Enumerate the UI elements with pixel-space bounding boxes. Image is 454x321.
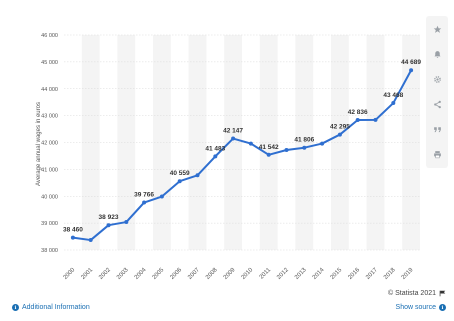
x-tick-label: 2011 [259,267,273,281]
quote-icon [433,126,441,132]
y-tick-label: 41 000 [41,167,58,173]
cite-button[interactable] [426,118,448,140]
data-point[interactable] [373,117,378,122]
data-point[interactable] [337,132,342,137]
x-tick-label: 2000 [63,267,77,281]
x-tick-label: 2018 [383,267,397,281]
data-point[interactable] [266,152,271,157]
copyright-text: © Statista 2021 [388,290,436,297]
data-label: 42 295 [330,124,350,131]
info-icon: i [439,304,446,311]
x-tick-label: 2005 [152,267,166,281]
info-icon: i [12,304,19,311]
data-point[interactable] [159,194,164,199]
x-tick-label: 2008 [205,267,219,281]
bell-icon [434,50,440,58]
data-point[interactable] [391,101,396,106]
data-label: 41 542 [259,144,279,151]
data-point[interactable] [248,141,253,146]
print-button[interactable] [426,143,448,165]
y-tick-label: 38 000 [41,248,58,254]
data-point[interactable] [320,141,325,146]
column-band [117,35,136,250]
series-line [72,69,412,242]
x-tick-label: 2015 [330,267,344,281]
y-tick-label: 39 000 [41,221,58,227]
x-tick-label: 2006 [169,267,183,281]
y-tick-label: 44 000 [41,87,58,93]
data-label: 42 147 [223,128,243,135]
y-tick-label: 43 000 [41,114,58,120]
x-tick-label: 2014 [312,267,326,281]
data-point[interactable] [302,145,307,150]
x-tick-label: 2002 [98,267,112,281]
column-band [81,35,100,250]
data-point[interactable] [213,154,218,159]
data-label: 38 460 [63,227,83,234]
x-tick-label: 2003 [116,267,130,281]
additional-information-link[interactable]: i Additional Information [12,304,90,311]
data-label: 38 923 [99,214,119,221]
x-tick-label: 2004 [134,267,148,281]
data-label: 43 468 [383,92,403,99]
data-point[interactable] [409,68,414,73]
y-axis-label: Average annual wages in euros [36,102,42,186]
x-tick-label: 2019 [401,267,415,281]
data-point[interactable] [88,238,93,243]
column-band [366,35,385,250]
data-label: 39 766 [134,192,154,199]
data-point[interactable] [355,118,360,123]
favorite-button[interactable] [426,18,448,40]
additional-information-label: Additional Information [22,304,90,311]
y-tick-label: 40 000 [41,194,58,200]
x-tick-label: 2007 [187,267,201,281]
x-tick-label: 2009 [223,267,237,281]
x-tick-label: 2001 [80,267,94,281]
chart-toolbar [426,16,448,168]
data-point[interactable] [142,200,147,205]
copyright: © Statista 2021 [388,290,446,297]
data-label: 44 689 [401,59,421,66]
flag-icon [439,290,446,297]
column-band [402,35,420,250]
data-point[interactable] [70,235,75,240]
x-tick-label: 2013 [294,267,308,281]
data-point[interactable] [284,148,289,153]
settings-button[interactable] [426,68,448,90]
data-label: 40 559 [170,170,190,177]
show-source-label: Show source [395,304,436,311]
x-tick-label: 2017 [365,267,379,281]
star-icon [433,25,441,33]
data-label: 42 836 [348,109,368,116]
data-point[interactable] [106,223,111,228]
x-tick-label: 2012 [276,267,290,281]
data-label: 41 483 [205,145,225,152]
x-tick-label: 2016 [347,267,361,281]
data-label: 41 806 [294,137,314,144]
y-tick-label: 46 000 [41,33,58,39]
x-tick-label: 2010 [241,267,255,281]
notification-button[interactable] [426,43,448,65]
column-band [153,35,171,250]
print-icon [433,150,441,158]
data-point[interactable] [231,136,236,141]
share-icon [433,100,441,108]
show-source-link[interactable]: Show source i [396,304,446,311]
gear-icon [433,75,441,83]
data-point[interactable] [195,173,200,178]
y-tick-label: 42 000 [41,141,58,147]
data-point[interactable] [177,179,182,184]
data-point[interactable] [124,220,129,225]
y-tick-label: 45 000 [41,60,58,66]
share-button[interactable] [426,93,448,115]
